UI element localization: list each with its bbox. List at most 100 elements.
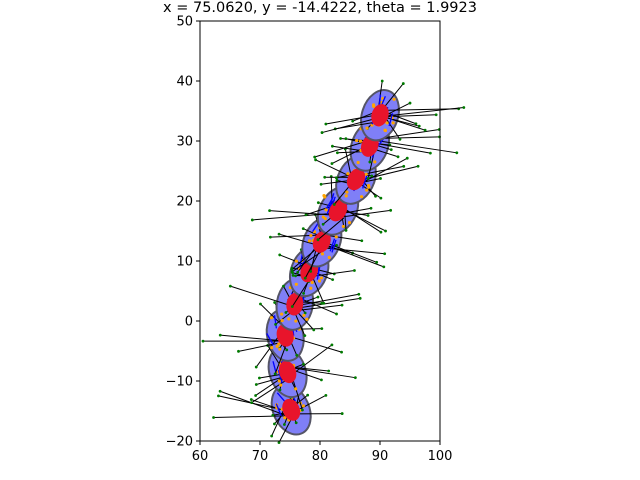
- measurement-point-7-6: [416, 164, 420, 168]
- particle-1-9: [294, 387, 298, 391]
- measurement-point-5-11: [335, 243, 338, 247]
- particle-4-8: [310, 280, 314, 285]
- measurement-point-7-15: [314, 158, 318, 162]
- x-tick-label-2: 80: [312, 449, 329, 464]
- measurement-point-2-2: [254, 365, 258, 369]
- y-tick-label-6: 40: [176, 75, 193, 90]
- particle-1-1: [277, 379, 281, 383]
- particle-7-5: [345, 190, 349, 194]
- particle-7-1: [344, 194, 348, 198]
- y-tick-label-2: 0: [185, 315, 193, 330]
- particle-8-4: [358, 139, 363, 143]
- measurement-point-9-10: [423, 128, 427, 132]
- measurement-point-7-7: [405, 156, 409, 160]
- measurement-point-2-3: [237, 349, 240, 353]
- measurement-point-5-7: [296, 270, 300, 274]
- measurement-point-7-12: [334, 176, 338, 180]
- measurement-point-8-0: [368, 160, 372, 164]
- heading-6-4: [326, 201, 332, 215]
- particle-6-11: [321, 215, 325, 219]
- measurement-point-6-5: [366, 214, 370, 217]
- measurement-point-7-0: [332, 203, 336, 206]
- ray-7-5: [358, 182, 382, 199]
- measurement-point-5-6: [383, 252, 387, 256]
- x-tick-label-1: 70: [252, 449, 269, 464]
- measurement-point-9-4: [398, 137, 402, 141]
- ray-3-11: [297, 293, 359, 307]
- particle-7-10: [359, 195, 364, 199]
- measurement-point-1-9: [353, 376, 357, 380]
- measurement-point-1-15: [320, 378, 323, 382]
- measurement-point-7-9: [323, 175, 327, 179]
- measurement-point-0-13: [283, 423, 286, 426]
- particle-2-3: [269, 316, 274, 320]
- measurement-point-2-6: [201, 339, 205, 343]
- particle-0-0: [283, 416, 287, 420]
- measurement-point-9-9: [417, 124, 421, 128]
- measurement-point-9-13: [380, 79, 384, 83]
- particle-3-0: [280, 318, 284, 323]
- measurement-point-0-2: [277, 441, 281, 444]
- particle-7-7: [364, 172, 368, 176]
- measurement-point-3-8: [284, 311, 288, 314]
- measurement-point-0-11: [212, 416, 215, 419]
- ray-9-14: [379, 106, 464, 118]
- ray-0-14: [219, 390, 291, 418]
- measurement-point-7-4: [402, 164, 406, 168]
- y-tick-label-3: 10: [176, 255, 193, 270]
- particle-7-13: [367, 185, 371, 189]
- particle-6-10: [323, 195, 327, 199]
- x-tick-label-3: 90: [372, 449, 389, 464]
- measurement-point-8-10: [396, 155, 400, 159]
- measurement-point-3-9: [316, 295, 320, 299]
- particle-9-6: [383, 128, 388, 133]
- measurement-point-3-4: [303, 334, 307, 338]
- ray-8-5: [371, 139, 457, 154]
- particle-9-0: [365, 126, 369, 130]
- ray-2-14: [220, 334, 287, 342]
- particle-3-11: [294, 319, 298, 323]
- measurement-point-5-0: [290, 270, 294, 274]
- measurement-point-3-12: [320, 301, 324, 305]
- measurement-point-9-6: [408, 101, 412, 105]
- measurement-point-5-10: [269, 235, 272, 239]
- measurement-point-3-13: [312, 328, 316, 332]
- heading-2-1: [266, 333, 274, 346]
- measurement-point-1-5: [250, 401, 254, 405]
- measurement-point-6-14: [369, 206, 373, 210]
- measurement-point-6-7: [344, 228, 348, 232]
- x-tick-label-4: 100: [428, 449, 453, 464]
- particle-2-5: [275, 344, 279, 348]
- measurement-point-0-3: [294, 421, 298, 425]
- measurement-point-0-0: [273, 422, 276, 426]
- particle-4-10: [309, 286, 313, 290]
- ray-6-1: [252, 212, 344, 221]
- particle-9-11: [392, 97, 396, 101]
- measurement-point-7-5: [379, 196, 383, 200]
- heading-6-2: [326, 196, 334, 209]
- particle-5-11: [307, 239, 312, 243]
- measurement-point-2-12: [320, 327, 324, 330]
- measurement-point-2-10: [285, 348, 289, 352]
- heading-9-4: [388, 113, 394, 127]
- plot-layer: [201, 79, 466, 444]
- red-ellipse-3: [286, 292, 304, 316]
- measurement-point-3-2: [340, 303, 344, 307]
- measurement-point-5-5: [277, 232, 281, 236]
- ray-1-1: [290, 366, 329, 372]
- measurement-point-2-14: [218, 333, 222, 337]
- measurement-point-0-12: [271, 413, 275, 417]
- measurement-point-9-15: [434, 113, 438, 117]
- measurement-point-2-1: [273, 372, 277, 376]
- measurement-point-4-10: [322, 301, 326, 305]
- particle-3-4: [280, 312, 284, 316]
- y-tick-label-4: 20: [176, 195, 193, 210]
- ray-5-0: [291, 248, 326, 273]
- measurement-point-6-4: [321, 222, 325, 226]
- y-tick-label-0: −20: [166, 435, 193, 450]
- measurement-point-8-15: [389, 148, 393, 152]
- heading-2-5: [273, 315, 278, 329]
- measurement-point-2-5: [273, 301, 277, 304]
- measurement-point-4-15: [294, 274, 297, 278]
